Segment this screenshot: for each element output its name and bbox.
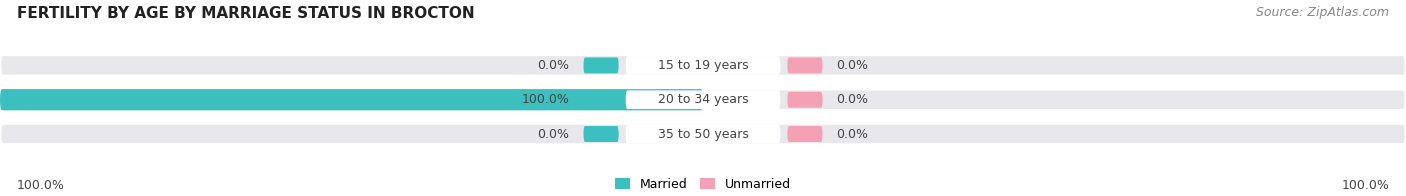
- Legend: Married, Unmarried: Married, Unmarried: [610, 173, 796, 196]
- Text: Source: ZipAtlas.com: Source: ZipAtlas.com: [1256, 6, 1389, 19]
- FancyBboxPatch shape: [0, 89, 1406, 110]
- Text: 0.0%: 0.0%: [837, 128, 869, 141]
- FancyBboxPatch shape: [626, 90, 780, 109]
- Text: 0.0%: 0.0%: [837, 59, 869, 72]
- Text: FERTILITY BY AGE BY MARRIAGE STATUS IN BROCTON: FERTILITY BY AGE BY MARRIAGE STATUS IN B…: [17, 6, 474, 21]
- FancyBboxPatch shape: [787, 92, 823, 108]
- Text: 100.0%: 100.0%: [1341, 179, 1389, 192]
- FancyBboxPatch shape: [583, 57, 619, 73]
- Text: 15 to 19 years: 15 to 19 years: [658, 59, 748, 72]
- FancyBboxPatch shape: [787, 57, 823, 73]
- FancyBboxPatch shape: [787, 126, 823, 142]
- Text: 100.0%: 100.0%: [522, 93, 569, 106]
- Text: 100.0%: 100.0%: [17, 179, 65, 192]
- FancyBboxPatch shape: [583, 92, 619, 108]
- FancyBboxPatch shape: [626, 125, 780, 143]
- Text: 0.0%: 0.0%: [837, 93, 869, 106]
- FancyBboxPatch shape: [0, 89, 703, 110]
- Text: 35 to 50 years: 35 to 50 years: [658, 128, 748, 141]
- Text: 0.0%: 0.0%: [537, 128, 569, 141]
- FancyBboxPatch shape: [626, 56, 780, 75]
- FancyBboxPatch shape: [0, 55, 1406, 76]
- FancyBboxPatch shape: [0, 123, 1406, 145]
- Text: 0.0%: 0.0%: [537, 59, 569, 72]
- FancyBboxPatch shape: [583, 126, 619, 142]
- Text: 20 to 34 years: 20 to 34 years: [658, 93, 748, 106]
